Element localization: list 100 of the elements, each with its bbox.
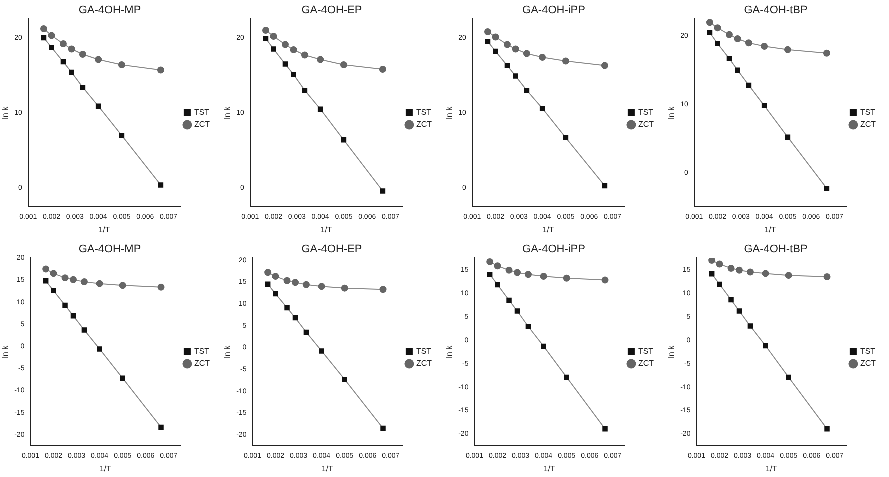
chart-title: GA-4OH-EP: [302, 4, 362, 17]
point: [746, 268, 754, 276]
point: [158, 424, 164, 430]
point: [487, 272, 493, 277]
point: [785, 272, 792, 279]
x-axis-title: 1/T: [320, 225, 332, 234]
point: [761, 43, 768, 50]
legend-label: TST: [638, 108, 654, 118]
point: [540, 106, 546, 112]
x-axis-title: 1/T: [100, 464, 112, 473]
x-axis-title: 1/T: [766, 464, 778, 473]
point: [158, 283, 165, 290]
x-axis-title: 1/T: [542, 225, 554, 234]
point: [380, 425, 386, 431]
point: [60, 40, 67, 48]
point: [523, 50, 530, 58]
point: [291, 72, 296, 78]
point: [301, 52, 308, 59]
point: [69, 70, 74, 76]
point: [494, 262, 502, 270]
point: [763, 342, 768, 348]
point: [318, 106, 324, 112]
point: [736, 308, 742, 314]
point: [282, 41, 289, 48]
point: [526, 324, 532, 329]
y-axis-title: ln k: [445, 344, 454, 358]
point: [714, 24, 722, 32]
legend-label: TST: [860, 108, 876, 118]
point: [601, 62, 608, 70]
point: [728, 264, 735, 272]
point: [97, 346, 102, 352]
point: [562, 58, 570, 65]
point: [119, 133, 125, 138]
point: [564, 374, 570, 380]
point: [272, 272, 280, 280]
point: [513, 74, 518, 79]
point: [119, 282, 126, 289]
point: [304, 329, 310, 335]
point: [726, 31, 733, 38]
legend-label: TST: [860, 346, 876, 356]
point: [563, 135, 569, 141]
point: [43, 278, 49, 284]
point: [824, 186, 830, 192]
y-axis-title: ln k: [667, 344, 676, 358]
point: [60, 59, 66, 65]
y-axis-title: ln k: [667, 106, 676, 120]
point: [82, 327, 88, 332]
point: [271, 46, 276, 52]
point: [80, 278, 88, 286]
point: [716, 260, 724, 268]
point: [341, 284, 348, 292]
point: [823, 50, 830, 57]
point: [264, 268, 272, 276]
chart-title: GA-4OH-tBP: [744, 4, 808, 17]
legend-label: TST: [416, 346, 432, 356]
point: [512, 46, 520, 53]
point: [715, 41, 720, 46]
point: [486, 258, 494, 265]
point: [96, 104, 102, 109]
point: [157, 66, 164, 74]
point: [762, 103, 768, 109]
point: [506, 297, 512, 303]
chart-title: GA-4OH-iPP: [522, 243, 586, 256]
legend-label: ZCT: [416, 358, 432, 368]
point: [95, 56, 102, 64]
point: [62, 274, 69, 282]
point: [493, 48, 498, 54]
point: [784, 46, 792, 54]
x-axis-title: 1/T: [764, 225, 776, 234]
point: [284, 304, 290, 310]
y-axis-title: ln k: [1, 344, 10, 358]
legend-label: TST: [194, 108, 210, 118]
point: [707, 30, 713, 36]
point: [290, 46, 298, 54]
chart-title: GA-4OH-iPP: [522, 4, 586, 17]
point: [706, 19, 714, 26]
point: [736, 266, 743, 274]
point: [485, 39, 491, 44]
point: [746, 82, 752, 88]
point: [786, 374, 792, 380]
point: [80, 84, 86, 90]
point: [602, 183, 608, 189]
point: [709, 271, 715, 276]
point: [282, 62, 288, 67]
point: [540, 272, 548, 280]
chart-title: GA-4OH-MP: [78, 4, 142, 17]
point: [602, 276, 609, 284]
point: [317, 56, 324, 64]
point: [514, 268, 521, 276]
y-axis-title: ln k: [445, 106, 454, 120]
point: [284, 276, 291, 284]
point: [785, 134, 791, 140]
point: [379, 66, 386, 74]
point: [524, 270, 532, 278]
point: [265, 281, 271, 287]
point: [341, 138, 347, 143]
point: [40, 25, 48, 32]
point: [524, 88, 530, 94]
legend-label: TST: [416, 108, 432, 118]
point: [158, 182, 164, 188]
